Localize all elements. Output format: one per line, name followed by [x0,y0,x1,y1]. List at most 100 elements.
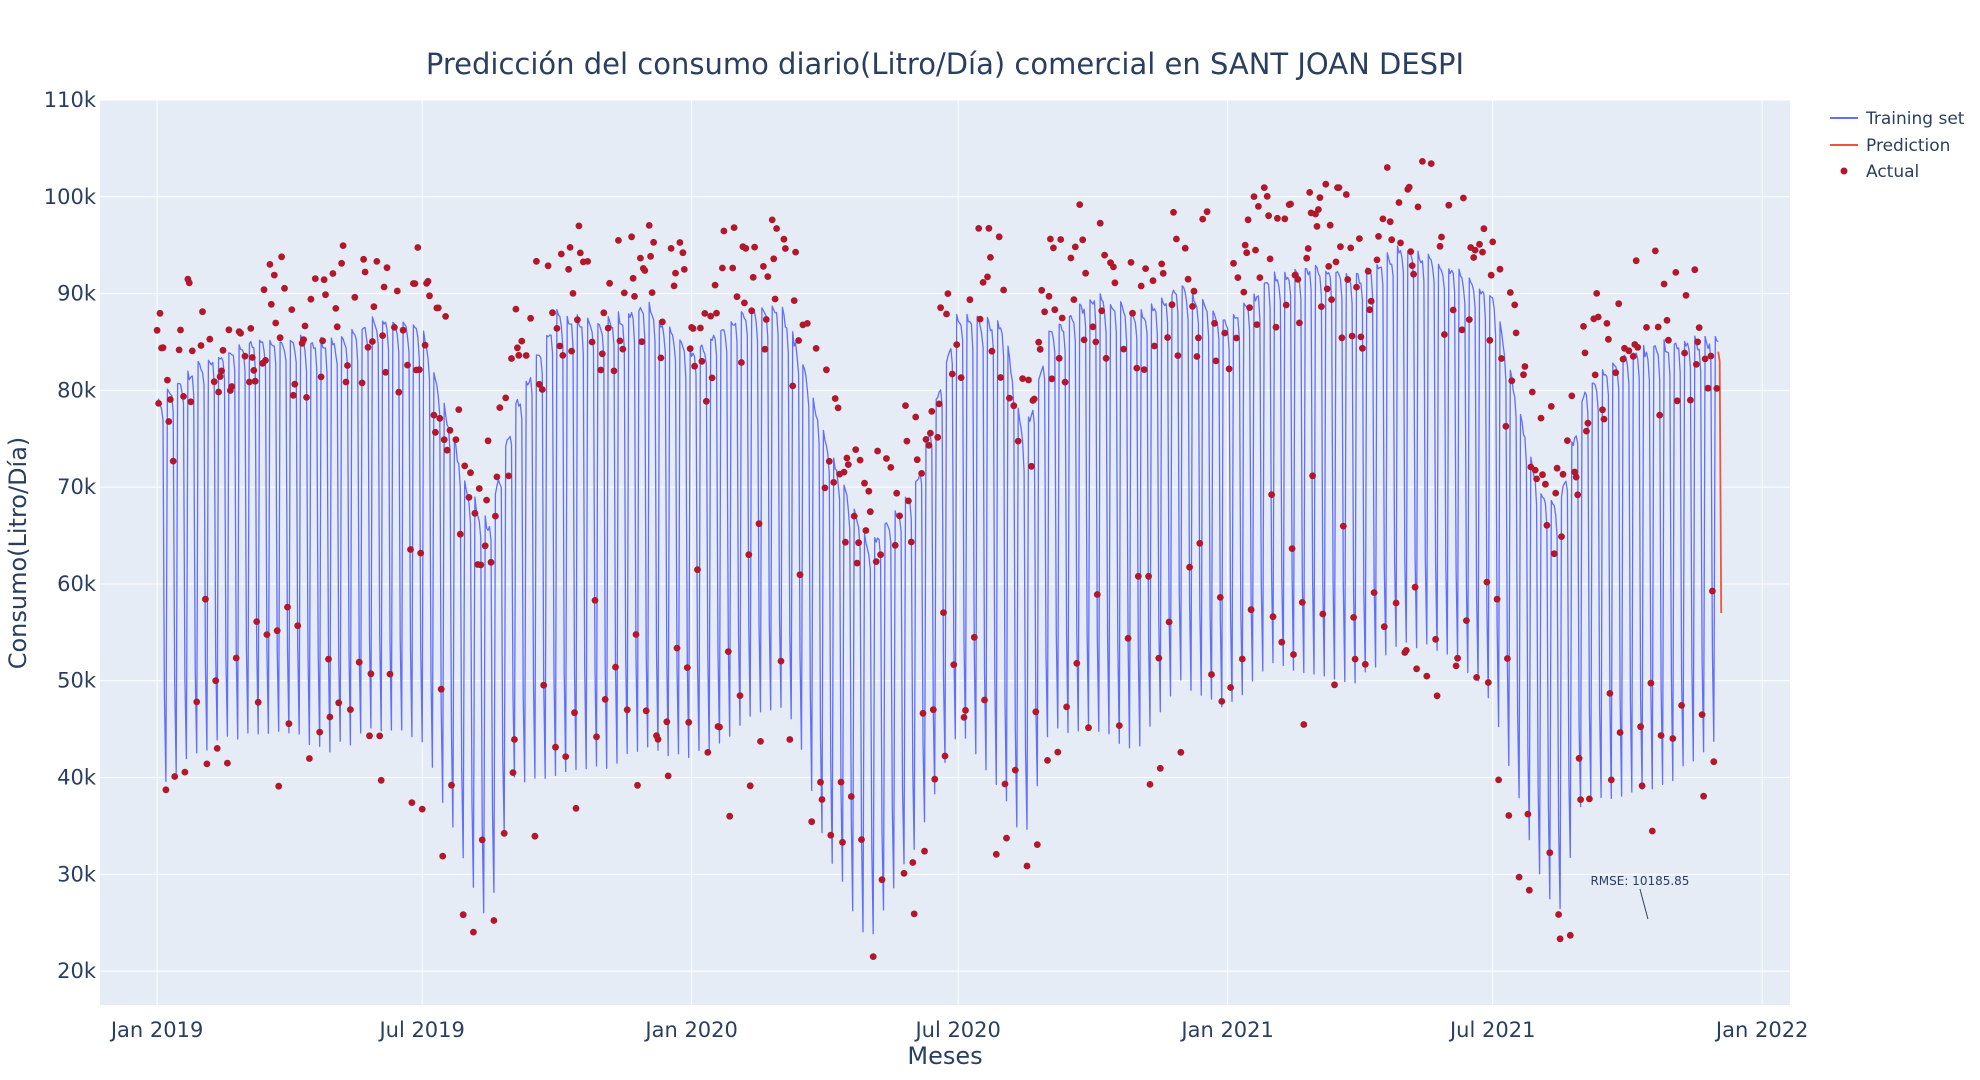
actual-point [1076,201,1084,209]
actual-point [415,366,423,374]
actual-point [483,496,490,504]
actual-point [1603,320,1611,327]
actual-point [872,558,880,565]
actual-point [193,698,201,706]
actual-point [224,759,231,767]
actual-point [316,728,324,736]
actual-point [1408,262,1416,269]
actual-point [1041,308,1048,316]
actual-point [1502,422,1510,430]
actual-point [782,245,789,252]
actual-point [1146,781,1154,788]
actual-point [1584,419,1592,427]
actual-point [629,274,637,282]
actual-point [213,745,221,752]
actual-point [979,279,987,286]
actual-point [1244,216,1252,224]
actual-point [1137,282,1145,290]
actual-point [1332,258,1340,266]
actual-point [1432,635,1439,643]
actual-point [1033,841,1041,848]
actual-point [667,245,675,252]
actual-point [869,953,877,960]
actual-point [568,347,575,355]
actual-point [1498,355,1505,362]
actual-point [181,768,189,776]
x-axis-title: Meses [907,1042,982,1070]
actual-point [796,571,804,579]
actual-point [1129,309,1136,317]
actual-point [1023,862,1031,870]
actual-point [1575,754,1583,762]
actual-point [909,859,917,866]
actual-point [1133,364,1141,372]
actual-point [1350,614,1357,621]
actual-point [1325,263,1333,270]
actual-point [1186,563,1193,571]
actual-point [437,685,445,693]
actual-point [1612,369,1620,377]
actual-point [1036,345,1044,353]
actual-point [730,224,738,232]
legend-label-training[interactable]: Training set [1865,109,1965,129]
actual-point [1298,599,1306,606]
actual-point [902,402,909,409]
actual-point [1250,193,1258,201]
actual-point [650,238,657,246]
actual-point [393,287,401,295]
actual-point [404,361,411,369]
legend-label-prediction[interactable]: Prediction [1866,136,1950,156]
actual-point [373,258,381,265]
y-axis-ticks: 20k 30k 40k 50k 60k 70k 80k 90k 100k 110k [44,88,97,983]
actual-point [1047,235,1054,243]
actual-point [1586,795,1593,803]
actual-point [382,368,389,376]
actual-point [301,322,309,330]
actual-point [515,351,523,359]
actual-point [866,508,874,516]
y-tick-label: 50k [57,669,97,693]
actual-point [1441,331,1448,338]
actual-point [306,755,313,762]
actual-point [531,832,539,840]
actual-point [934,433,942,441]
actual-point [335,699,343,707]
actual-point [216,373,224,380]
actual-point [1096,219,1104,227]
actual-point [1044,757,1051,764]
actual-point [1092,338,1100,346]
actual-point [395,388,403,396]
actual-point [1268,491,1275,498]
actual-point [1098,307,1106,315]
actual-point [719,264,726,272]
actual-point [1170,208,1177,216]
y-tick-label: 80k [57,378,97,402]
actual-point [1173,235,1180,243]
actual-point [1048,375,1056,383]
actual-point [823,366,830,374]
actual-point [1032,708,1040,716]
actual-point [1203,208,1211,216]
actual-point [818,796,826,803]
actual-point [278,253,285,261]
actual-point [175,346,183,354]
actual-point [1247,606,1255,614]
actual-point [746,782,754,790]
actual-point [997,374,1004,381]
actual-point [891,541,899,549]
actual-point [344,362,351,369]
legend-label-actual[interactable]: Actual [1866,162,1919,182]
actual-point [1449,306,1457,314]
actual-point [1309,472,1316,480]
actual-point [355,658,363,666]
actual-point [1395,199,1403,206]
actual-point [319,337,326,345]
actual-point [1669,735,1677,742]
actual-point [1347,244,1355,252]
actual-point [790,297,798,304]
actual-point [1124,634,1132,642]
actual-point [512,305,520,313]
actual-point [456,530,464,538]
actual-point [1383,164,1391,171]
actual-point [1303,254,1311,262]
